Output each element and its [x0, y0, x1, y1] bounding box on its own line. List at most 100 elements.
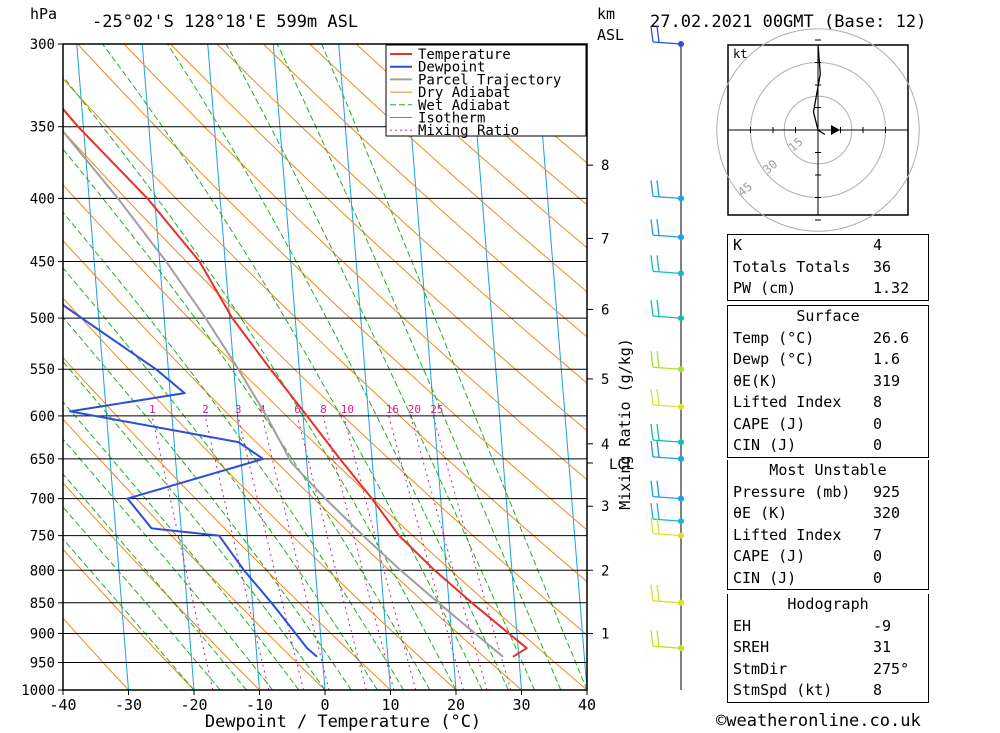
eh-label: EH: [733, 616, 752, 635]
stmspd-label: StmSpd (kt): [733, 681, 833, 699]
temperature-tick-label: 0: [320, 696, 329, 714]
km-tick-label: 4: [601, 437, 609, 453]
sreh-label: SREH: [733, 638, 770, 656]
wind-barb-feather: [656, 517, 660, 534]
mu-pressure-value: 925: [873, 482, 901, 501]
mixing-ratio-line: [237, 415, 304, 690]
surface-cin-value: 0: [873, 436, 883, 454]
wind-barb-shaft: [652, 234, 682, 238]
surface-temp-value: 26.6: [873, 328, 910, 347]
temperature-tick-label: 30: [512, 696, 530, 714]
wind-barb: [650, 219, 682, 238]
temperature-tick-label: 20: [447, 696, 465, 714]
surface-li-label: Lifted Index: [733, 393, 842, 411]
wind-barb-feather: [656, 503, 660, 520]
mu-pressure-label: Pressure (mb): [733, 482, 851, 501]
plot-frame: [62, 43, 588, 691]
wet-adiabat-line: [102, 44, 483, 690]
storm-motion-marker: [831, 125, 840, 135]
wind-barb-feather: [650, 388, 654, 405]
wind-barb-feather: [650, 255, 654, 272]
wet-adiabat-line: [63, 75, 457, 690]
totals-totals-value: 36: [873, 257, 892, 276]
pressure-tick-label: 950: [30, 655, 55, 671]
temperature-tick-label: 10: [381, 696, 399, 714]
wind-barb: [650, 424, 682, 443]
surface-theta-label: θE(K): [733, 371, 779, 390]
mixing-ratio-axis-title: Mixing Ratio (g/kg): [616, 338, 634, 510]
pressure-tick-label: 850: [30, 596, 55, 612]
dewpoint-line: [63, 303, 318, 658]
wind-barb-feather: [656, 255, 660, 272]
wind-barb-shaft: [652, 315, 682, 319]
wind-barb: [650, 517, 682, 537]
wind-barb-feather: [650, 630, 654, 647]
legend-entry: Parcel Trajectory: [418, 72, 561, 88]
pressure-tick-label: 900: [30, 626, 55, 642]
lcl-label: LCL: [609, 457, 634, 473]
asl-unit-label: ASL: [597, 26, 625, 44]
pressure-unit-label: hPa: [30, 5, 58, 23]
copyright-link[interactable]: ©weatheronline.co.uk: [716, 711, 921, 731]
legend-entry: Dry Adiabat: [418, 85, 511, 101]
dry-adiabat-line: [262, 44, 587, 338]
isotherm-line: [207, 44, 260, 690]
dry-adiabat-line: [355, 44, 587, 249]
wind-barb-feather: [650, 351, 654, 368]
dry-adiabat-line: [309, 44, 587, 293]
mixing-ratio-label: 20: [408, 403, 421, 416]
wind-barb-shaft: [652, 270, 682, 274]
mixing-ratio-label: 10: [341, 403, 354, 416]
isotherm-line: [338, 44, 391, 690]
dry-adiabat-line: [63, 130, 587, 636]
mu-cape-label: CAPE (J): [733, 547, 806, 565]
datetime-title: 27.02.2021 00GMT (Base: 12): [650, 12, 927, 32]
legend-box: [385, 44, 587, 137]
pressure-tick-label: 450: [30, 255, 55, 271]
temperature-tick-label: -10: [246, 696, 273, 714]
hodograph-table-title: Hodograph: [787, 595, 869, 613]
most-unstable-table: Most Unstable Pressure (mb) 925 θE (K) 320…: [727, 460, 929, 590]
mixing-ratio-label: 6: [294, 403, 301, 416]
mixing-ratio-label: 8: [320, 403, 327, 416]
pressure-tick-label: 700: [30, 492, 55, 508]
parcel-trajectory-line: [63, 129, 504, 658]
wind-barb-feather: [656, 424, 660, 441]
wind-barb-feather: [656, 630, 660, 647]
wind-barb: [650, 255, 682, 274]
surface-temp-label: Temp (°C): [733, 328, 815, 347]
wet-adiabat-line: [276, 44, 562, 690]
mu-cin-value: 0: [873, 568, 883, 587]
mu-cape-value: 0: [873, 547, 883, 565]
dry-adiabat-line: [170, 44, 587, 432]
isotherm-line: [76, 44, 129, 690]
legend-entry: Dewpoint: [418, 60, 485, 76]
wind-barb: [650, 180, 682, 200]
wet-adiabat-line: [63, 267, 378, 690]
pressure-tick-label: 650: [30, 452, 55, 468]
surface-dewp-value: 1.6: [873, 350, 901, 368]
hodograph-unit: kt: [733, 47, 747, 61]
wind-barb-feather: [650, 440, 654, 457]
stmdir-value: 275°: [873, 659, 910, 678]
km-tick-label: 1: [601, 626, 609, 642]
mixing-ratio-label: 3: [235, 403, 242, 416]
dry-adiabat-line: [63, 356, 391, 690]
wet-adiabat-line: [321, 44, 587, 690]
wind-barb: [650, 630, 682, 649]
wind-barb-feather: [650, 480, 654, 497]
wind-barb-shaft: [652, 366, 682, 370]
wind-barb-shaft: [652, 404, 682, 408]
mixing-ratio-line: [151, 415, 214, 690]
pressure-tick-label: 550: [30, 362, 55, 378]
wind-barb-feather: [650, 300, 654, 317]
wind-barb-shaft: [652, 456, 682, 460]
temperature-tick-label: -20: [180, 696, 207, 714]
mu-li-value: 7: [873, 525, 883, 544]
wind-barb-feather: [656, 480, 660, 497]
wind-barb-feather: [656, 219, 660, 236]
